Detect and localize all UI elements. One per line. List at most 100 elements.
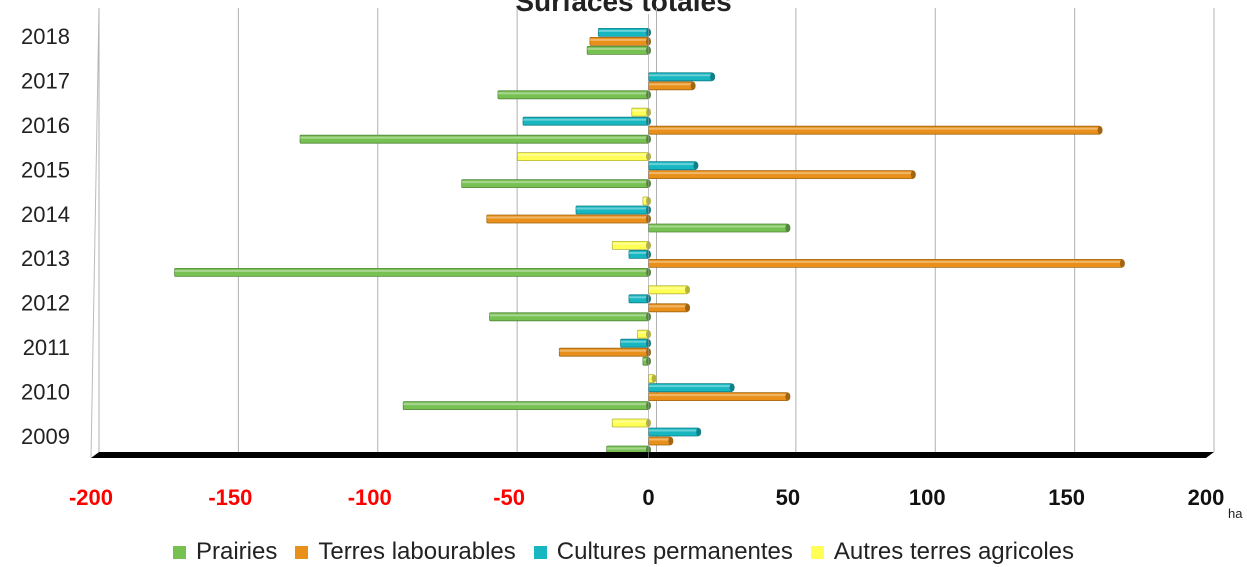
- bar: [648, 81, 696, 91]
- legend-label: Terres labourables: [318, 538, 516, 565]
- bar-end-cap: [1097, 126, 1103, 135]
- y-tick-label: 2010: [21, 379, 70, 404]
- bar-highlight: [648, 163, 696, 166]
- bar-highlight: [489, 314, 649, 317]
- bar: [611, 240, 651, 250]
- x-tick-label: -150: [208, 485, 252, 510]
- bar: [648, 392, 791, 402]
- bar-highlight: [648, 83, 694, 86]
- bar-end-cap: [685, 285, 691, 294]
- bar: [628, 294, 651, 304]
- bar-body: [648, 436, 672, 446]
- bar-highlight: [174, 269, 649, 272]
- bar-body: [461, 179, 649, 189]
- bar-end-cap: [1119, 259, 1125, 268]
- bar-highlight: [648, 429, 699, 432]
- legend-label: Autres terres agricoles: [833, 538, 1074, 565]
- bar-highlight: [642, 358, 649, 361]
- bar: [628, 249, 651, 259]
- labels-layer: 2009 2010 2011 2012 2013 2014 2015 2016 2017 2018…: [21, 24, 1243, 521]
- bars-layer: [174, 27, 1125, 455]
- bar-highlight: [648, 287, 688, 290]
- bar-highlight: [612, 420, 649, 423]
- bar: [648, 374, 657, 384]
- bar-body: [628, 249, 649, 259]
- legend-item: Autres terres agricoles: [810, 538, 1074, 566]
- bar-highlight: [461, 181, 649, 184]
- bar-body: [648, 258, 1123, 268]
- y-tick-label: 2018: [21, 24, 70, 49]
- bar-end-cap: [910, 170, 916, 179]
- bar-body: [648, 161, 697, 171]
- bar-highlight: [648, 260, 1123, 263]
- bar: [497, 90, 651, 100]
- chart-title: Surfaces totales: [515, 0, 732, 17]
- x-tick-label: 0: [642, 485, 654, 510]
- bar-body: [611, 418, 649, 428]
- bar: [174, 267, 651, 277]
- bar: [517, 152, 651, 162]
- bar-body: [628, 294, 649, 304]
- axis-layer: [91, 14, 1214, 458]
- bar-highlight: [576, 207, 649, 210]
- bar-highlight: [648, 394, 788, 397]
- bar: [611, 418, 651, 428]
- bar: [461, 179, 651, 189]
- bar: [648, 436, 674, 446]
- bar-highlight: [523, 118, 649, 121]
- bar: [402, 401, 651, 411]
- legend-label: Cultures permanentes: [556, 538, 793, 565]
- y-tick-label: 2013: [21, 246, 70, 271]
- chart: 2009 2010 2011 2012 2013 2014 2015 2016 2017 2018…: [21, 7, 1243, 521]
- bar-body: [558, 347, 649, 357]
- x-unit-label: ha: [1228, 506, 1243, 521]
- bar-highlight: [612, 242, 649, 245]
- x-tick-label: 150: [1048, 485, 1085, 510]
- bar: [648, 303, 691, 313]
- bar: [486, 214, 651, 224]
- x-tick-label: 200: [1188, 485, 1225, 510]
- bar: [597, 27, 651, 37]
- legend-item: Terres labourables: [295, 538, 516, 566]
- legend-label: Prairies: [195, 538, 278, 565]
- bar-highlight: [648, 127, 1101, 130]
- bar: [620, 338, 651, 348]
- bar-end-cap: [685, 303, 691, 312]
- bar-body: [489, 312, 649, 322]
- legend-item: Prairies: [172, 538, 278, 566]
- bar-body: [174, 267, 649, 277]
- bar: [648, 161, 699, 171]
- y-tick-label: 2017: [21, 69, 70, 94]
- bar: [586, 46, 651, 55]
- bar-highlight: [648, 225, 788, 228]
- bar: [522, 116, 651, 126]
- bar-end-cap: [651, 374, 657, 383]
- bar-highlight: [517, 154, 649, 157]
- bar: [299, 134, 651, 144]
- bar-highlight: [486, 216, 649, 219]
- bar-body: [586, 46, 649, 55]
- bar-body: [648, 427, 700, 437]
- bar-highlight: [598, 29, 649, 32]
- bar: [631, 107, 651, 117]
- bar: [648, 72, 716, 82]
- bar: [558, 347, 651, 357]
- bar: [648, 427, 702, 437]
- bar-body: [648, 303, 688, 313]
- legend-swatch: [295, 545, 309, 559]
- bar-end-cap: [668, 437, 674, 445]
- bar-body: [648, 81, 694, 91]
- legend: Prairies Terres labourables Cultures perma…: [0, 538, 1247, 566]
- bar-highlight: [648, 385, 733, 388]
- bar-body: [522, 116, 649, 126]
- bar: [648, 125, 1103, 135]
- bar: [642, 356, 651, 366]
- plot-left-edge: [90, 7, 100, 459]
- x-tick-label: -100: [348, 485, 392, 510]
- bar: [642, 196, 651, 206]
- bar-body: [631, 107, 649, 117]
- bar-body: [648, 125, 1101, 135]
- bar-body: [648, 285, 688, 295]
- bar-highlight: [637, 331, 649, 334]
- x-tick-label: -200: [69, 485, 113, 510]
